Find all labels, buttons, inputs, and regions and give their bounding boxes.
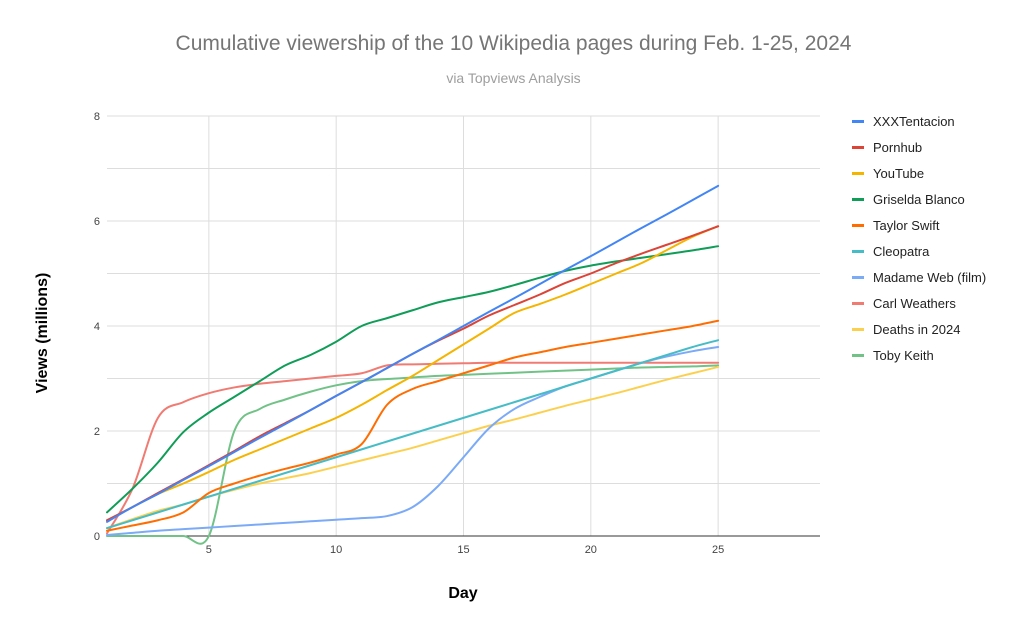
y-tick-label: 2 bbox=[94, 426, 100, 438]
legend-label: Deaths in 2024 bbox=[873, 321, 961, 337]
series-line-cleopatra bbox=[106, 339, 720, 530]
x-axis-label: Day bbox=[448, 585, 478, 602]
chart-legend: XXXTentacion Pornhub YouTube Griselda Blanc… bbox=[852, 108, 986, 368]
legend-item: Pornhub bbox=[852, 134, 986, 160]
legend-swatch bbox=[852, 119, 864, 123]
legend-label: Carl Weathers bbox=[873, 295, 956, 311]
legend-swatch bbox=[852, 327, 864, 331]
legend-label: Madame Web (film) bbox=[873, 269, 987, 285]
legend-label: XXXTentacion bbox=[873, 113, 955, 129]
legend-swatch bbox=[852, 249, 864, 253]
y-tick-label: 8 bbox=[94, 111, 100, 123]
x-tick-label: 5 bbox=[206, 544, 212, 556]
legend-label: Taylor Swift bbox=[873, 217, 940, 233]
x-tick-label: 20 bbox=[585, 544, 597, 556]
legend-label: YouTube bbox=[873, 165, 925, 181]
series-line-xxxtentacion bbox=[106, 184, 720, 523]
legend-item: YouTube bbox=[852, 160, 986, 186]
legend-item: Carl Weathers bbox=[852, 290, 986, 316]
legend-swatch bbox=[852, 223, 864, 227]
y-tick-label: 0 bbox=[94, 531, 100, 543]
legend-swatch bbox=[852, 275, 864, 279]
series-line-youtube bbox=[106, 225, 720, 522]
legend-item: Deaths in 2024 bbox=[852, 316, 986, 342]
y-tick-label: 4 bbox=[94, 321, 100, 333]
y-tick-label: 6 bbox=[94, 216, 100, 228]
legend-swatch bbox=[852, 353, 864, 357]
legend-swatch bbox=[852, 301, 864, 305]
chart-title: Cumulative viewership of the 10 Wikipedi… bbox=[175, 32, 852, 55]
legend-item: Griselda Blanco bbox=[852, 186, 986, 212]
series-line-deaths-in-2024 bbox=[106, 365, 720, 530]
legend-item: Taylor Swift bbox=[852, 212, 986, 238]
legend-swatch bbox=[852, 145, 864, 149]
legend-label: Griselda Blanco bbox=[873, 191, 965, 207]
legend-label: Pornhub bbox=[873, 139, 923, 155]
series-line-toby-keith bbox=[106, 364, 720, 545]
legend-item: Madame Web (film) bbox=[852, 264, 986, 290]
x-tick-label: 10 bbox=[330, 544, 342, 556]
series-line-carl-weathers bbox=[106, 361, 720, 535]
legend-item: Toby Keith bbox=[852, 342, 986, 368]
chart-subtitle: via Topviews Analysis bbox=[446, 70, 581, 86]
series-line-taylor-swift bbox=[106, 319, 720, 532]
legend-label: Toby Keith bbox=[873, 347, 934, 363]
legend-label: Cleopatra bbox=[873, 243, 930, 259]
x-tick-label: 15 bbox=[457, 544, 469, 556]
series-line-griselda-blanco bbox=[106, 245, 720, 514]
legend-swatch bbox=[852, 171, 864, 175]
legend-swatch bbox=[852, 197, 864, 201]
x-tick-label: 25 bbox=[712, 544, 724, 556]
legend-item: Cleopatra bbox=[852, 238, 986, 264]
legend-item: XXXTentacion bbox=[852, 108, 986, 134]
